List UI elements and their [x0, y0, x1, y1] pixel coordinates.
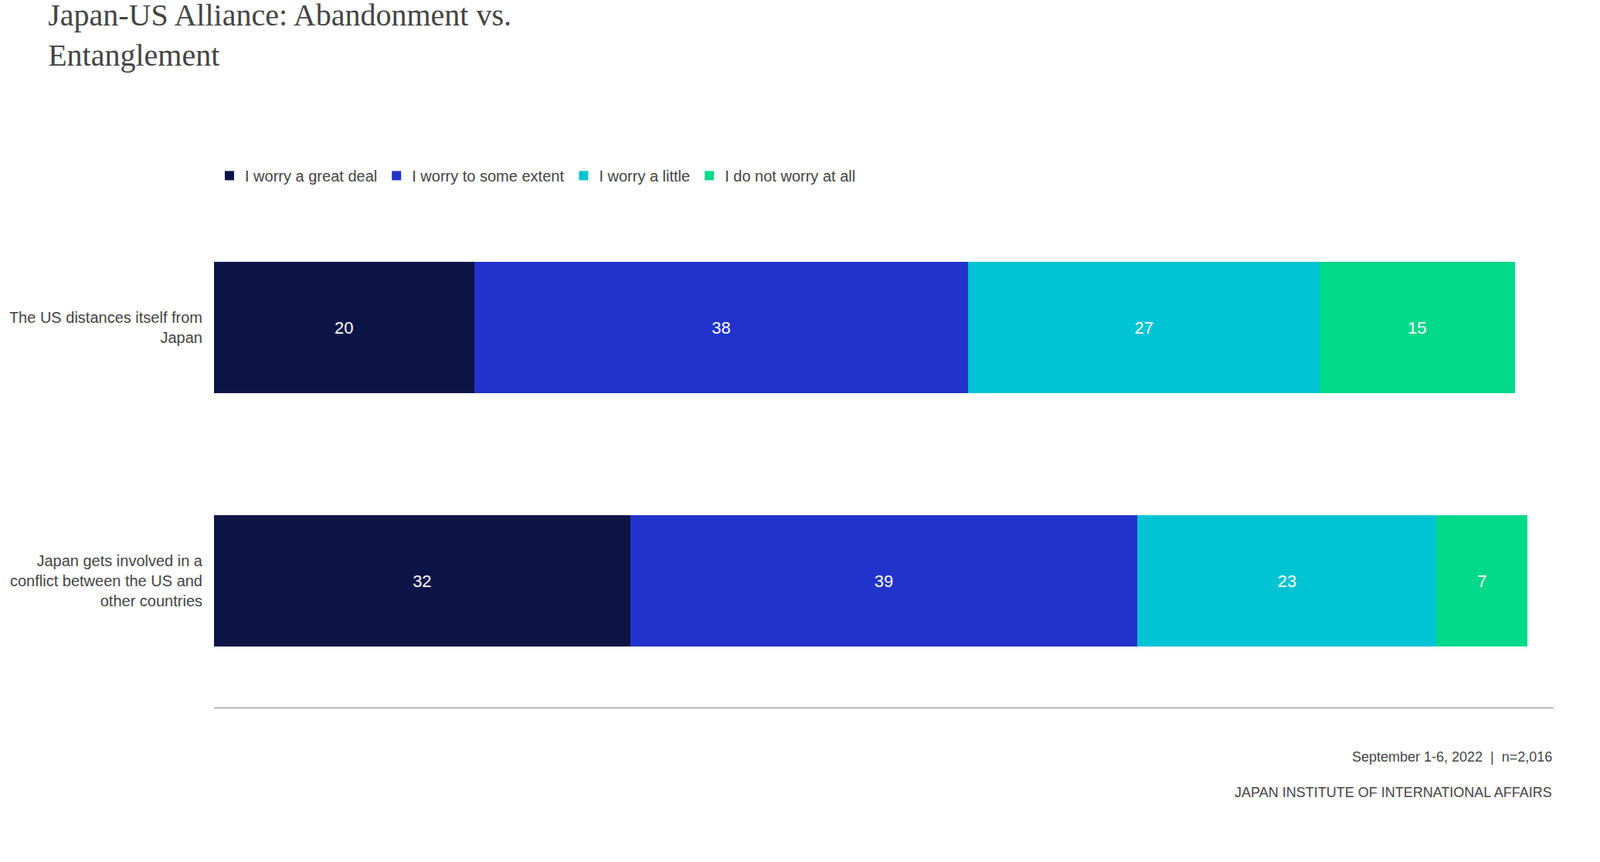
- svg-text:32: 32: [412, 571, 432, 592]
- svg-text:23: 23: [1277, 571, 1297, 592]
- svg-text:15: 15: [1407, 318, 1427, 338]
- svg-text:September 1-6, 2022 | n=2,01: September 1-6, 2022 | n=2,016: [1352, 749, 1553, 765]
- svg-text:Japan gets involved in aconfli: Japan gets involved in aconflict between…: [10, 552, 204, 610]
- svg-text:JAPAN INSTITUTE OF INTERNATION: JAPAN INSTITUTE OF INTERNATIONAL AFFAIRS: [1234, 784, 1553, 801]
- svg-text:38: 38: [711, 318, 731, 338]
- svg-text:I worry a great deal: I worry a great deal: [244, 167, 378, 185]
- svg-text:I do not worry at all: I do not worry at all: [724, 167, 856, 185]
- svg-text:The US distances itself fromJa: The US distances itself fromJapan: [9, 309, 203, 347]
- svg-text:Japan-US Alliance: Abandonment: Japan-US Alliance: Abandonment vs.Entang…: [47, 0, 512, 73]
- svg-text:I worry a little: I worry a little: [598, 167, 690, 185]
- svg-text:20: 20: [334, 318, 354, 338]
- svg-text:7: 7: [1477, 571, 1487, 592]
- svg-text:39: 39: [874, 571, 894, 592]
- svg-text:I worry to some extent: I worry to some extent: [411, 167, 564, 185]
- svg-text:27: 27: [1134, 318, 1153, 338]
